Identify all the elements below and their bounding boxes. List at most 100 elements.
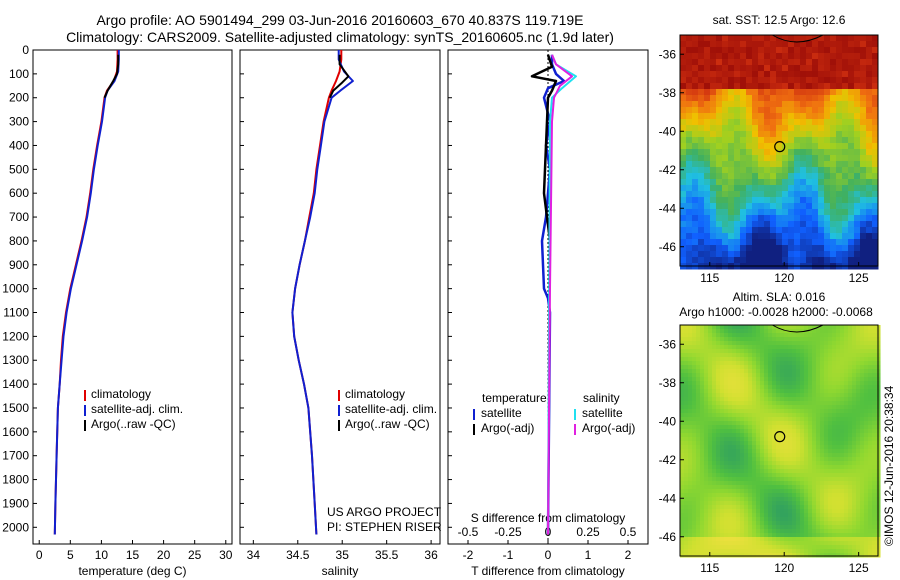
difference-legend-temperature-title: temperature xyxy=(482,391,547,405)
salinity-legend-label: climatology xyxy=(345,387,405,401)
credit-pi: PI: STEPHEN RISER xyxy=(327,520,442,534)
temperature-legend-label: climatology xyxy=(91,387,151,401)
temperature-plot-frame xyxy=(32,49,233,545)
depth-tick-label: 700 xyxy=(9,210,29,224)
salinity-x-tick-label: 35.5 xyxy=(375,548,399,562)
temperature-series-0 xyxy=(53,50,119,535)
depth-tick-label: 1000 xyxy=(2,282,29,296)
depth-tick-label: 200 xyxy=(9,91,29,105)
sst-map-argo-marker xyxy=(774,141,786,153)
depth-tick-label: 1100 xyxy=(3,306,29,320)
chart-title-line-2: Climatology: CARS2009. Satellite-adjuste… xyxy=(66,29,614,45)
salinity-x-tick-label: 34 xyxy=(247,548,261,562)
depth-tick-label: 1200 xyxy=(2,329,29,343)
depth-tick-label: 1600 xyxy=(2,425,29,439)
temperature-series-2 xyxy=(103,54,120,99)
difference-legend-label: satellite xyxy=(481,406,522,420)
temperature-legend-label: Argo(..raw -QC) xyxy=(91,417,176,431)
temperature-x-tick-label: 0 xyxy=(36,548,43,562)
chart-title-line-1: Argo profile: AO 5901494_299 03-Jun-2016… xyxy=(96,12,584,28)
difference-series-0 xyxy=(540,54,566,535)
temperature-x-tick-label: 5 xyxy=(67,548,74,562)
sla-map-coastline xyxy=(772,324,824,333)
sla-map-lat-tick-label: -40 xyxy=(659,414,677,428)
sst-map-lat-tick-label: -46 xyxy=(659,240,677,254)
salinity-series-0 xyxy=(291,50,343,535)
depth-tick-label: 2000 xyxy=(2,520,29,534)
salinity-difference-tick-label: 0.5 xyxy=(620,525,637,539)
temperature-x-tick-label: 10 xyxy=(95,548,109,562)
depth-tick-label: 100 xyxy=(9,67,29,81)
sst-map-lat-tick-label: -42 xyxy=(659,163,677,177)
difference-legend-label: Argo(-adj) xyxy=(582,421,635,435)
sst-map-title: sat. SST: 12.5 Argo: 12.6 xyxy=(713,13,846,27)
depth-tick-label: 400 xyxy=(9,138,29,152)
salinity-x-tick-label: 35 xyxy=(336,548,350,562)
salinity-legend-label: satellite-adj. clim. xyxy=(345,402,437,416)
sla-map-lat-tick-label: -46 xyxy=(659,530,677,544)
temperature-x-tick-label: 30 xyxy=(219,548,233,562)
depth-tick-label: 1700 xyxy=(2,449,29,463)
sst-map-lon-tick-label: 115 xyxy=(700,271,719,285)
temperature-x-tick-label: 20 xyxy=(157,548,171,562)
difference-legend-label: Argo(-adj) xyxy=(481,421,534,435)
sla-map-lat-tick-label: -44 xyxy=(659,491,677,505)
sst-map-lat-tick-label: -38 xyxy=(659,86,677,100)
difference-x-tick-label: -1 xyxy=(503,548,514,562)
sla-map-lon-tick-label: 120 xyxy=(774,561,794,575)
salinity-difference-tick-label: -0.5 xyxy=(458,525,479,539)
depth-tick-label: 800 xyxy=(9,234,29,248)
difference-x-tick-label: -2 xyxy=(463,548,474,562)
salinity-legend-label: Argo(..raw -QC) xyxy=(345,417,430,431)
depth-tick-label: 300 xyxy=(9,115,29,129)
temperature-x-tick-label: 25 xyxy=(188,548,202,562)
difference-legend-salinity-title: salinity xyxy=(583,391,620,405)
sla-map-lat-tick-label: -36 xyxy=(659,337,677,351)
difference-series-3 xyxy=(547,54,573,535)
sst-map-frame xyxy=(679,34,879,267)
salinity-plot-frame xyxy=(239,49,441,545)
salinity-series-1 xyxy=(291,50,354,535)
sst-map-lat-tick-label: -44 xyxy=(659,201,677,215)
depth-tick-label: 0 xyxy=(22,43,29,57)
difference-x-tick-label: 2 xyxy=(625,548,632,562)
depth-tick-label: 1900 xyxy=(2,496,29,510)
sla-map-lat-tick-label: -42 xyxy=(659,453,677,467)
timestamp-stamp: ©IMOS 12-Jun-2016 20:38:34 xyxy=(882,385,896,546)
temperature-series-1 xyxy=(53,50,120,535)
credit-project: US ARGO PROJECT xyxy=(327,505,442,519)
depth-tick-label: 1800 xyxy=(2,473,29,487)
salinity-difference-tick-label: -0.25 xyxy=(494,525,522,539)
sla-map-frame xyxy=(679,324,879,557)
temperature-difference-label: T difference from climatology xyxy=(471,564,625,578)
sst-map-lon-tick-label: 125 xyxy=(849,271,869,285)
temperature-legend-label: satellite-adj. clim. xyxy=(91,402,183,416)
difference-legend-label: satellite xyxy=(582,406,623,420)
depth-tick-label: 900 xyxy=(9,258,29,272)
difference-x-tick-label: 1 xyxy=(585,548,592,562)
sla-map-subtitle: Argo h1000: -0.0028 h2000: -0.0068 xyxy=(679,305,873,319)
temperature-x-tick-label: 15 xyxy=(126,548,140,562)
sla-map-argo-marker xyxy=(774,431,786,443)
sla-map-lat-tick-label: -38 xyxy=(659,376,677,390)
temperature-axis-label: temperature (deg C) xyxy=(78,564,186,578)
depth-tick-label: 1500 xyxy=(2,401,29,415)
depth-tick-label: 1400 xyxy=(2,377,29,391)
salinity-x-tick-label: 34.5 xyxy=(286,548,310,562)
depth-tick-label: 1300 xyxy=(2,353,29,367)
sla-map-lon-tick-label: 125 xyxy=(849,561,869,575)
depth-tick-label: 600 xyxy=(9,186,29,200)
sst-map-lon-tick-label: 120 xyxy=(774,271,794,285)
sst-map-coastline xyxy=(772,34,824,43)
salinity-difference-tick-label: 0.25 xyxy=(576,525,600,539)
sla-map-title: Altim. SLA: 0.016 xyxy=(733,290,826,304)
sla-map-lon-tick-label: 115 xyxy=(700,561,719,575)
difference-series-1 xyxy=(530,54,558,242)
sst-map-raster xyxy=(680,35,879,270)
sst-map-lat-tick-label: -40 xyxy=(659,124,677,138)
difference-x-tick-label: 0 xyxy=(545,548,552,562)
salinity-axis-label: salinity xyxy=(322,564,359,578)
salinity-series-2 xyxy=(328,54,350,99)
salinity-x-tick-label: 36 xyxy=(424,548,438,562)
